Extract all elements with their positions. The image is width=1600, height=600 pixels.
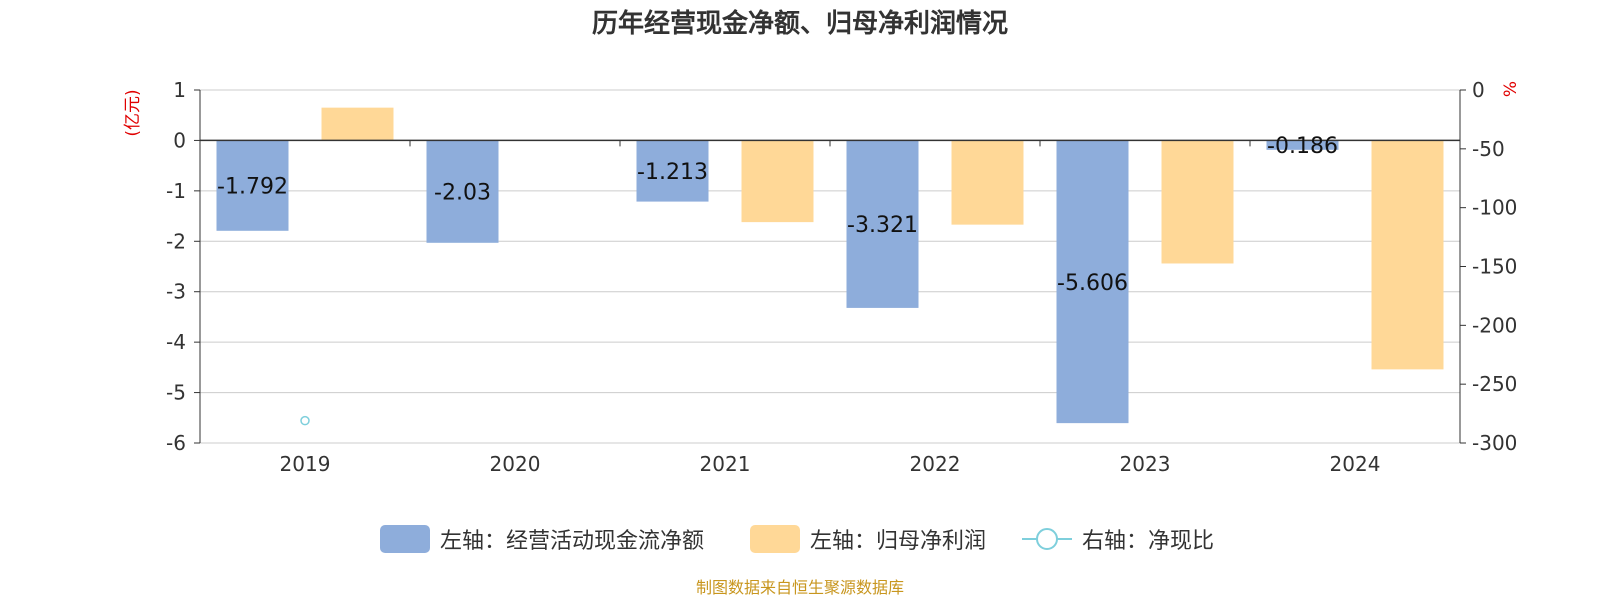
cashflow-bar[interactable] — [846, 140, 919, 308]
category-label: 2023 — [1120, 452, 1171, 476]
left-axis-tick-label: 1 — [173, 78, 186, 102]
cashflow-value-label: -0.186 — [1267, 134, 1338, 159]
right-axis-tick-label: -200 — [1472, 313, 1517, 337]
legend-item-cashflow[interactable]: 左轴：经营活动现金流净额 — [380, 525, 704, 554]
left-axis-tick-label: -1 — [166, 179, 186, 203]
ratio-point[interactable] — [300, 415, 310, 426]
legend-swatch-profit — [750, 525, 800, 553]
category-label: 2019 — [280, 452, 331, 476]
left-axis-tick-label: -4 — [166, 330, 186, 354]
legend-label-profit: 左轴：归母净利润 — [810, 529, 986, 554]
data-labels-group: -1.792 -2.03 -1.213 -3.321 -5.606 -0.186 — [217, 134, 1338, 296]
category-label: 2022 — [910, 452, 961, 476]
chart-title: 历年经营现金净额、归母净利润情况 — [592, 8, 1008, 39]
profit-bar[interactable] — [951, 140, 1024, 225]
profit-bar[interactable] — [1371, 140, 1444, 370]
cashflow-bar[interactable] — [636, 140, 709, 202]
legend-item-profit[interactable]: 左轴：归母净利润 — [750, 525, 986, 554]
left-axis-tick-label: -6 — [166, 431, 186, 455]
right-axis-tick-label: 0 — [1472, 78, 1485, 102]
legend-label-ratio: 右轴：净现比 — [1082, 529, 1214, 554]
cashflow-bar[interactable] — [216, 140, 289, 231]
right-axis-unit: % — [1501, 81, 1521, 97]
bars-group — [216, 107, 1444, 424]
source-note: 制图数据来自恒生聚源数据库 — [696, 578, 904, 597]
cashflow-bar[interactable] — [1266, 140, 1339, 150]
category-label: 2020 — [490, 452, 541, 476]
cashflow-value-label: -5.606 — [1057, 271, 1128, 296]
legend: 左轴：经营活动现金流净额 左轴：归母净利润 右轴：净现比 — [380, 525, 1214, 554]
ratio-points-group — [300, 415, 310, 426]
cashflow-value-label: -1.213 — [637, 160, 708, 185]
right-axis-tick-label: -250 — [1472, 372, 1517, 396]
legend-item-ratio[interactable]: 右轴：净现比 — [1022, 528, 1214, 554]
right-axis-tick-label: -300 — [1472, 431, 1517, 455]
legend-label-cashflow: 左轴：经营活动现金流净额 — [440, 529, 704, 554]
cashflow-bar[interactable] — [1056, 140, 1129, 424]
legend-swatch-cashflow — [380, 525, 430, 553]
profit-bar[interactable] — [321, 107, 394, 141]
cashflow-value-label: -2.03 — [434, 181, 491, 206]
left-axis-tick-label: -3 — [166, 280, 186, 304]
cashflow-value-label: -1.792 — [217, 175, 288, 200]
profit-bar[interactable] — [741, 140, 814, 223]
right-axis-tick-label: -100 — [1472, 196, 1517, 220]
right-axis-tick-label: -150 — [1472, 255, 1517, 279]
axes-group: 1 0 -1 -2 -3 -4 -5 -6 0 -50 -100 -150 -200 -250 -300 20… — [166, 78, 1517, 476]
right-axis-tick-label: -50 — [1472, 137, 1505, 161]
left-axis-tick-label: 0 — [173, 128, 186, 152]
left-axis-tick-label: -5 — [166, 381, 186, 405]
left-axis-tick-label: -2 — [166, 229, 186, 253]
cashflow-value-label: -3.321 — [847, 213, 918, 238]
cashflow-bar[interactable] — [426, 140, 499, 243]
legend-marker-ratio — [1036, 528, 1058, 550]
profit-bar[interactable] — [1161, 140, 1234, 264]
category-label: 2024 — [1330, 452, 1381, 476]
left-axis-unit: (亿元) — [123, 89, 143, 136]
category-label: 2021 — [700, 452, 751, 476]
